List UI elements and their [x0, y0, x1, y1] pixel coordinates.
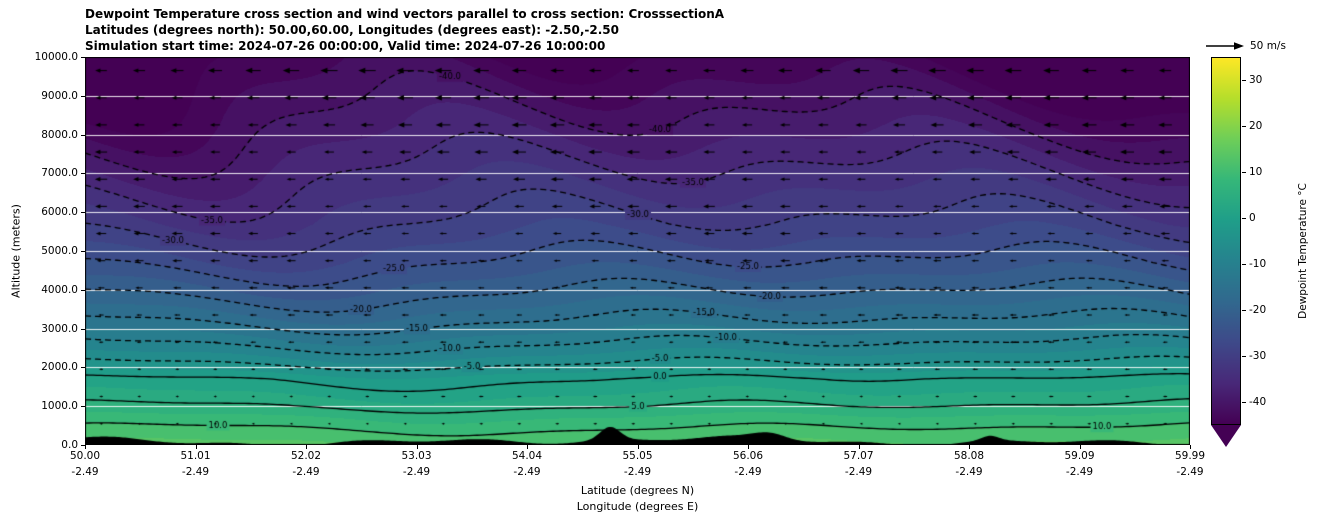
y-tick-label: 2000.0 [41, 361, 78, 374]
y-tick-label: 4000.0 [41, 283, 78, 296]
y-tick-mark [81, 445, 85, 446]
x-tick-mark [527, 445, 528, 449]
y-tick-mark [81, 134, 85, 136]
x-tick-mark [637, 445, 639, 449]
wind-reference-key: 50 m/s [1205, 40, 1286, 52]
x-tick-label-longitude: -2.49 [844, 466, 873, 478]
x-tick-label-latitude: 52.02 [290, 450, 322, 462]
chart-title-block: Dewpoint Temperature cross section and w… [85, 6, 724, 54]
y-tick-label: 9000.0 [41, 89, 78, 102]
colorbar-tick-label: 30 [1249, 74, 1263, 86]
colorbar-tick-label: 20 [1249, 120, 1263, 132]
colorbar-gradient [1211, 57, 1241, 425]
colorbar-tick-mark [1242, 126, 1246, 127]
x-tick-label-longitude: -2.49 [734, 466, 762, 478]
colorbar-tick-mark [1242, 356, 1246, 357]
y-tick-mark [81, 212, 85, 214]
x-tick-mark [969, 445, 970, 449]
x-tick-label-latitude: 50.00 [69, 450, 101, 462]
y-tick-label: 0.0 [61, 439, 78, 451]
colorbar-tick-mark [1242, 172, 1246, 173]
x-tick-mark [85, 445, 86, 449]
y-tick-mark [81, 57, 85, 58]
x-tick-label-longitude: -2.49 [71, 466, 99, 478]
x-tick-mark [306, 445, 307, 449]
y-tick-label: 1000.0 [41, 400, 78, 413]
y-axis-label: Altitude (meters) [9, 204, 23, 298]
y-tick-mark [81, 406, 85, 408]
colorbar-tick-label: -30 [1249, 350, 1267, 362]
x-tick-mark [1079, 445, 1081, 449]
y-tick-mark [81, 289, 85, 291]
y-tick-label: 8000.0 [41, 128, 78, 141]
colorbar-tick-mark [1242, 310, 1246, 311]
y-tick-label: 3000.0 [41, 322, 78, 335]
y-tick-mark [81, 328, 85, 330]
colorbar-tick-label: -40 [1249, 396, 1267, 408]
x-tick-label-latitude: 59.99 [1174, 450, 1206, 462]
colorbar-tick-label: 0 [1249, 212, 1256, 224]
x-tick-label-latitude: 51.01 [180, 450, 211, 462]
colorbar-tick-label: -10 [1249, 258, 1267, 270]
x-tick-mark [416, 445, 418, 449]
colorbar-label: Dewpoint Temperature °C [1297, 183, 1309, 319]
x-tick-label-latitude: 57.07 [843, 450, 874, 462]
colorbar-tick-label: 10 [1249, 166, 1263, 178]
x-tick-label-longitude: -2.49 [1065, 466, 1094, 478]
x-axis-label-longitude: Longitude (degrees E) [576, 500, 699, 513]
x-tick-mark [858, 445, 860, 449]
x-tick-mark [195, 445, 197, 449]
wind-reference-label: 50 m/s [1250, 40, 1286, 52]
x-axis-label-latitude: Latitude (degrees N) [580, 484, 695, 497]
colorbar-tick-mark [1242, 218, 1246, 219]
y-tick-label: 10000.0 [34, 51, 78, 63]
x-tick-label-latitude: 53.03 [401, 450, 432, 462]
x-tick-label-latitude: 59.09 [1064, 450, 1095, 462]
x-tick-mark [748, 445, 749, 449]
wind-reference-arrow-icon [1206, 42, 1244, 50]
title-line-2: Latitudes (degrees north): 50.00,60.00, … [85, 23, 619, 37]
x-tick-label-longitude: -2.49 [402, 466, 431, 478]
y-tick-mark [81, 251, 85, 252]
x-tick-label-latitude: 56.06 [732, 450, 764, 462]
x-tick-label-longitude: -2.49 [1176, 466, 1204, 478]
x-tick-label-longitude: -2.49 [623, 466, 652, 478]
colorbar-tick-label: -20 [1249, 304, 1267, 316]
y-tick-mark [81, 95, 85, 97]
y-tick-mark [81, 173, 85, 175]
y-tick-mark [81, 367, 85, 369]
x-tick-label-latitude: 55.05 [622, 450, 653, 462]
title-line-3: Simulation start time: 2024-07-26 00:00:… [85, 39, 606, 53]
cross-section-plot-canvas [85, 57, 1190, 445]
x-tick-label-longitude: -2.49 [955, 466, 983, 478]
y-tick-label: 6000.0 [41, 206, 78, 219]
colorbar-tick-mark [1242, 264, 1246, 265]
x-tick-mark [1190, 445, 1191, 449]
x-tick-label-latitude: 58.08 [953, 450, 985, 462]
colorbar-tick-mark [1242, 402, 1246, 403]
y-tick-label: 7000.0 [41, 167, 78, 180]
x-tick-label-latitude: 54.04 [511, 450, 543, 462]
x-tick-label-longitude: -2.49 [513, 466, 541, 478]
colorbar-tick-mark [1242, 80, 1246, 81]
title-line-1: Dewpoint Temperature cross section and w… [85, 7, 725, 21]
y-tick-label: 5000.0 [41, 245, 78, 257]
x-tick-label-longitude: -2.49 [181, 466, 210, 478]
x-tick-label-longitude: -2.49 [292, 466, 320, 478]
colorbar-extend-min-triangle [1211, 425, 1241, 447]
